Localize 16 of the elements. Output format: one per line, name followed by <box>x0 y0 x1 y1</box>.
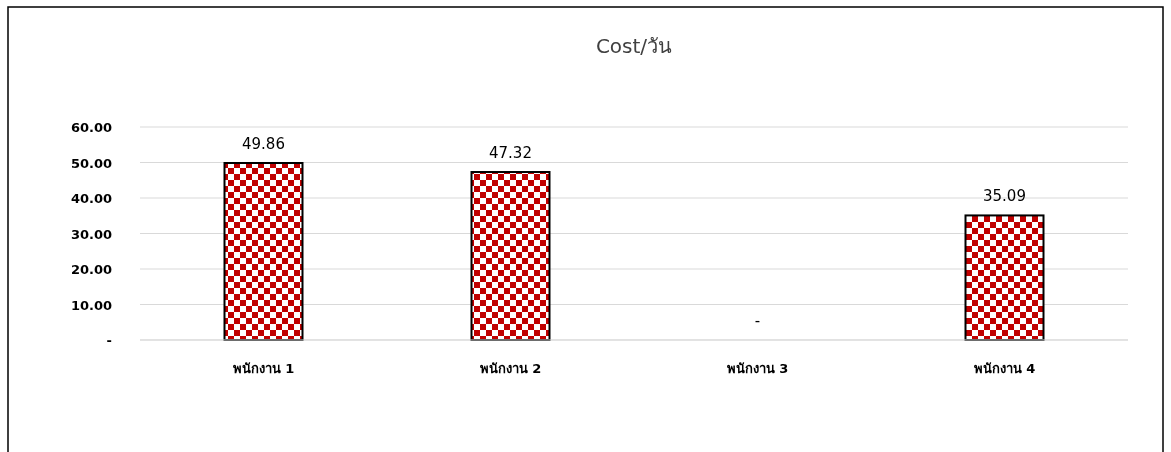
x-tick-label: พนักงาน 3 <box>726 361 789 376</box>
data-label: - <box>754 312 761 330</box>
x-tick-label: พนักงาน 2 <box>479 361 542 376</box>
chart-title: Cost/วัน <box>595 34 673 58</box>
x-tick-label: พนักงาน 1 <box>232 361 295 376</box>
y-tick-label: 30.00 <box>70 226 112 242</box>
x-tick-label: พนักงาน 4 <box>973 361 1036 376</box>
y-tick-label: 20.00 <box>70 262 112 277</box>
y-tick-label: 40.00 <box>70 191 112 206</box>
y-tick-label: 60.00 <box>70 120 112 135</box>
data-label: 49.86 <box>242 135 285 153</box>
y-tick-label: 10.00 <box>70 297 112 313</box>
data-label: 35.09 <box>983 187 1026 206</box>
y-tick-label: - <box>106 333 112 348</box>
data-label: 47.32 <box>489 144 532 163</box>
y-tick-label: 50.00 <box>70 155 112 171</box>
